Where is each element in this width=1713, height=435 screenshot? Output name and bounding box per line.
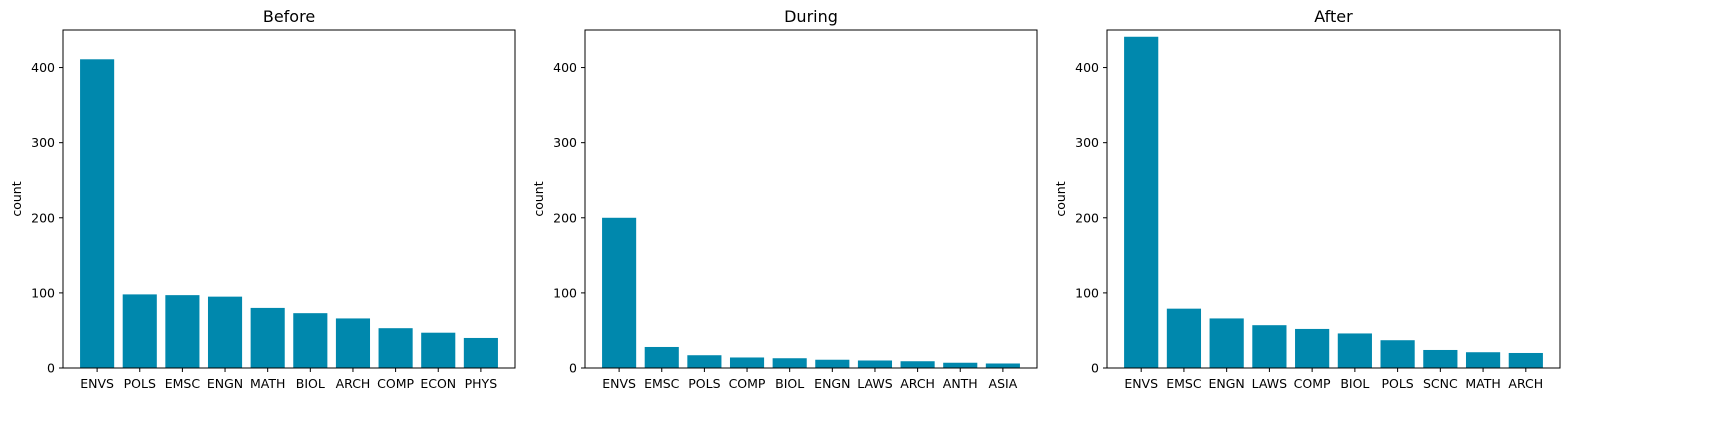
bar	[1423, 349, 1458, 368]
bar	[985, 363, 1020, 368]
x-tick-label: EMSC	[165, 376, 201, 391]
bar	[463, 337, 498, 368]
x-tick-label: BIOL	[775, 376, 804, 391]
plot-frame	[584, 29, 1038, 369]
chart-title: Before	[263, 7, 315, 26]
bar	[857, 360, 893, 368]
plot-frame	[1106, 29, 1561, 369]
chart-title: After	[1314, 7, 1353, 26]
y-tick-label: 100	[1075, 285, 1099, 300]
x-tick-label: ENGN	[814, 376, 850, 391]
y-tick-label: 300	[31, 135, 55, 150]
x-tick-label: LAWS	[1252, 376, 1287, 391]
x-tick-label: ENGN	[207, 376, 243, 391]
x-tick-label: ARCH	[336, 376, 371, 391]
bar	[1465, 352, 1501, 368]
bar	[1252, 325, 1287, 368]
x-tick-label: COMP	[377, 376, 414, 391]
bar	[1166, 308, 1202, 368]
plot-frame	[62, 29, 516, 369]
chart-panel-after: After count ENVS EMSC ENGN LAWS COMP BIOL POLS…	[1053, 7, 1561, 391]
bar	[421, 332, 456, 368]
x-tick-label: POLS	[688, 376, 720, 391]
bar	[602, 217, 637, 368]
x-tick-label: EMSC	[644, 376, 680, 391]
x-tick-label: ASIA	[989, 376, 1018, 391]
x-tick-label: MATH	[1465, 376, 1500, 391]
x-tick-label: ARCH	[900, 376, 935, 391]
bar	[1337, 333, 1372, 368]
x-tick-label: COMP	[1294, 376, 1331, 391]
x-tick-label: BIOL	[1340, 376, 1369, 391]
y-tick-label: 0	[1091, 361, 1099, 376]
y-tick-label: 400	[31, 60, 55, 75]
x-tick-label: ANTH	[943, 376, 978, 391]
bar	[772, 358, 807, 368]
bar	[1295, 328, 1330, 368]
x-tick-label: POLS	[1381, 376, 1413, 391]
bar	[1380, 340, 1415, 368]
x-tick-label: PHYS	[465, 376, 498, 391]
x-tick-label: COMP	[729, 376, 766, 391]
y-tick-label: 200	[1075, 210, 1099, 225]
bar	[122, 294, 157, 368]
bar	[207, 296, 243, 368]
x-tick-label: POLS	[124, 376, 156, 391]
bar	[644, 346, 679, 368]
x-tick-label: ENGN	[1209, 376, 1245, 391]
bar	[250, 307, 285, 368]
bar	[80, 59, 115, 368]
x-tick-label: ENVS	[602, 376, 636, 391]
y-tick-label: 100	[31, 285, 55, 300]
x-tick-label: EMSC	[1166, 376, 1202, 391]
x-tick-label: BIOL	[296, 376, 325, 391]
bar	[1508, 352, 1543, 368]
bar	[378, 328, 413, 368]
bar	[729, 357, 765, 368]
bar	[335, 318, 371, 368]
bar	[1124, 36, 1159, 368]
chart-panel-during: During count ENVS EMSC POLS COMP BIOL ENGN LAW…	[531, 7, 1038, 391]
y-axis-label: count	[1053, 181, 1068, 216]
y-tick-label: 200	[553, 210, 577, 225]
bar	[1209, 318, 1244, 368]
y-tick-label: 300	[1075, 135, 1099, 150]
y-axis-label: count	[531, 181, 546, 216]
bar	[687, 355, 722, 368]
y-axis-label: count	[9, 181, 24, 216]
x-tick-label: ENVS	[80, 376, 114, 391]
y-tick-label: 0	[47, 361, 55, 376]
x-tick-label: ARCH	[1508, 376, 1543, 391]
bar	[293, 313, 328, 368]
y-tick-label: 200	[31, 210, 55, 225]
bar	[165, 295, 200, 368]
bar	[815, 359, 850, 368]
x-tick-label: ENVS	[1124, 376, 1158, 391]
chart-title: During	[784, 7, 838, 26]
x-tick-label: MATH	[250, 376, 285, 391]
bar	[943, 362, 978, 368]
x-tick-label: LAWS	[857, 376, 892, 391]
y-tick-label: 100	[553, 285, 577, 300]
y-tick-label: 0	[569, 361, 577, 376]
chart-panel-before: Before count ENVS POLS EMSC ENGN MATH BIOL ARC…	[9, 7, 516, 391]
y-tick-label: 400	[1075, 60, 1099, 75]
bar	[900, 361, 935, 368]
y-tick-label: 400	[553, 60, 577, 75]
x-tick-label: SCNC	[1423, 376, 1458, 391]
y-tick-label: 300	[553, 135, 577, 150]
x-tick-label: ECON	[420, 376, 456, 391]
